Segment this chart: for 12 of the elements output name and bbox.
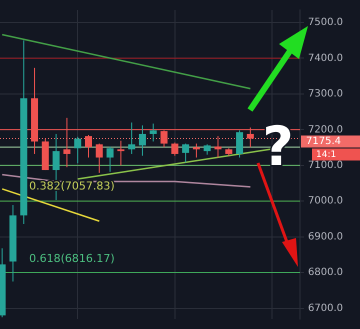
- y-tick-label: 7000.0: [308, 196, 343, 207]
- text: 14:1: [316, 150, 336, 160]
- y-tick-label: 7500.0: [308, 17, 343, 28]
- y-tick-label: 7100.0: [308, 160, 343, 171]
- y-tick-label: 7400.0: [308, 52, 343, 64]
- annotation: 0.618(6816.17): [29, 252, 115, 265]
- ref-line-label: 7175.4: [306, 136, 341, 148]
- y-tick-label: 7200.0: [308, 124, 343, 136]
- y-tick-label: 6900.0: [308, 231, 343, 242]
- y-tick-label: 6800.0: [308, 267, 343, 278]
- y-tick-label: 6700.0: [308, 302, 343, 314]
- y-tick-label: 7300.0: [308, 88, 343, 100]
